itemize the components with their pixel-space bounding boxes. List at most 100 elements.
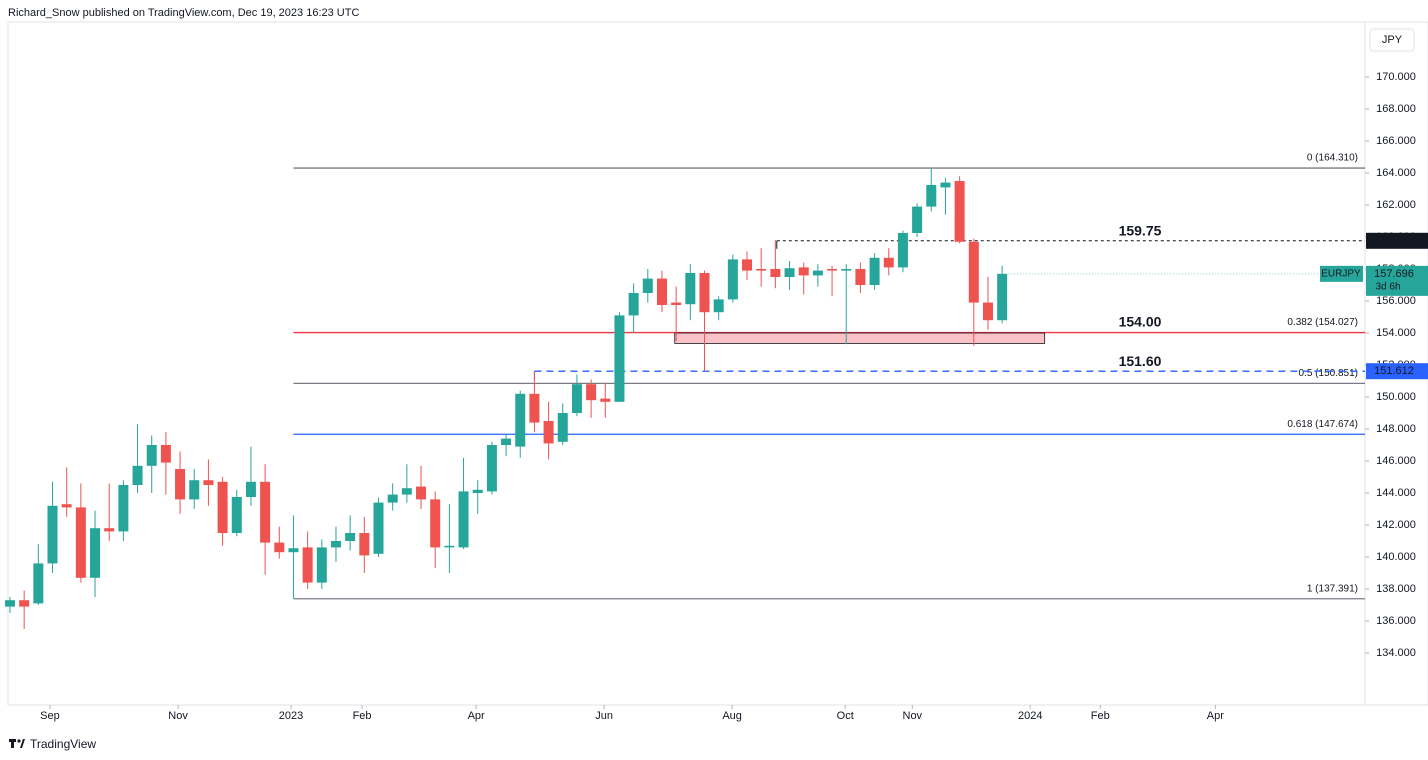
x-tick-label: 2024 [1018, 710, 1042, 722]
candle-body [345, 533, 356, 541]
candle-body [685, 273, 696, 305]
price-tag-label: 159.763 [1374, 235, 1414, 247]
candle-body [501, 438, 512, 445]
candle-body [316, 547, 327, 583]
y-tick-label: 162.000 [1376, 199, 1416, 211]
candle-body [132, 465, 143, 485]
candle-body [997, 273, 1008, 321]
x-tick-label: 2023 [279, 710, 303, 722]
line-annotation: 151.60 [1119, 353, 1162, 369]
last-price-label: 157.696 [1374, 268, 1414, 280]
x-tick-label: Nov [903, 710, 923, 722]
candle-body [742, 259, 753, 271]
candle-body [217, 481, 228, 533]
candle-body [231, 497, 242, 533]
y-tick-label: 150.000 [1376, 391, 1416, 403]
candle-body [160, 445, 171, 463]
candle-body [430, 499, 441, 548]
fib-label: 1 (137.391) [1307, 583, 1358, 594]
candle-body [968, 241, 979, 303]
candle-body [897, 233, 908, 268]
symbol-tag [1320, 265, 1363, 282]
candle-body [387, 494, 398, 503]
x-tick-label: Sep [40, 710, 60, 722]
y-tick-label: 164.000 [1376, 167, 1416, 179]
symbol-tag-label: EURJPY [1321, 269, 1361, 280]
candle-body [727, 259, 738, 300]
candle-body [912, 206, 923, 233]
candle-body [940, 182, 951, 188]
y-tick-label: 144.000 [1376, 487, 1416, 499]
x-tick-label: Feb [1091, 710, 1110, 722]
candle-body [784, 268, 795, 277]
candle-body [671, 302, 682, 305]
candle-body [855, 269, 866, 285]
candle-body [260, 481, 271, 543]
candle-body [515, 393, 526, 447]
candle-body [713, 299, 724, 313]
line-annotation: 159.75 [1119, 222, 1162, 238]
x-tick-label: Apr [468, 710, 485, 722]
candle-body [118, 485, 129, 532]
candle-body [642, 278, 653, 293]
plot-frame [7, 21, 1428, 706]
x-tick-label: Nov [168, 710, 188, 722]
countdown-label: 3d 6h [1375, 282, 1400, 293]
candle-body [486, 445, 497, 492]
y-tick-label: 168.000 [1376, 103, 1416, 115]
candle-body [373, 502, 384, 554]
currency: JPY [1382, 34, 1403, 46]
candle-body [628, 293, 639, 316]
candle-body [586, 384, 597, 401]
candle-body [614, 315, 625, 402]
price-tag [1366, 363, 1428, 380]
candle-body [61, 504, 72, 508]
tv-logo [9, 739, 25, 748]
candle-body [926, 185, 937, 207]
candle-body [869, 257, 880, 285]
candle-body [189, 480, 200, 500]
y-tick-label: 166.000 [1376, 135, 1416, 147]
candle-body [19, 600, 30, 607]
header: Richard_Snow published on TradingView.co… [8, 7, 359, 19]
y-tick-label: 154.000 [1376, 327, 1416, 339]
candle-body [401, 488, 412, 495]
candle-body [47, 505, 58, 564]
candle-body [4, 600, 15, 607]
candle-body [330, 541, 341, 548]
candle-body [756, 269, 767, 271]
candle-body [571, 384, 582, 413]
x-tick-label: Oct [837, 710, 854, 722]
level-annotation: 154.00 [1119, 313, 1162, 329]
candle-body [841, 269, 852, 271]
fib-label: 0 (164.310) [1307, 153, 1358, 164]
candle-body [812, 270, 823, 276]
y-tick-label: 148.000 [1376, 423, 1416, 435]
x-tick-label: Jun [595, 710, 613, 722]
candle-body [472, 489, 483, 493]
candle-body [458, 491, 469, 548]
y-tick-label: 142.000 [1376, 519, 1416, 531]
y-tick-label: 140.000 [1376, 551, 1416, 563]
candle-body [883, 257, 894, 268]
candle-body [699, 273, 710, 313]
fib-label: 0.618 (147.674) [1287, 419, 1358, 430]
candle-body [416, 486, 427, 500]
x-tick-label: Feb [353, 710, 372, 722]
y-tick-label: 134.000 [1376, 647, 1416, 659]
x-tick-label: Apr [1207, 710, 1224, 722]
candle-body [656, 278, 667, 305]
candle-body [104, 528, 115, 532]
y-tick-label: 138.000 [1376, 583, 1416, 595]
candle-body [274, 542, 285, 553]
candle-body [175, 469, 186, 500]
candle-body [543, 421, 554, 444]
candle-body [827, 269, 838, 271]
candle-body [600, 398, 611, 402]
candle-body [770, 269, 781, 277]
candle-body [245, 481, 256, 497]
candle-body [954, 181, 965, 242]
candle-body [359, 533, 370, 556]
